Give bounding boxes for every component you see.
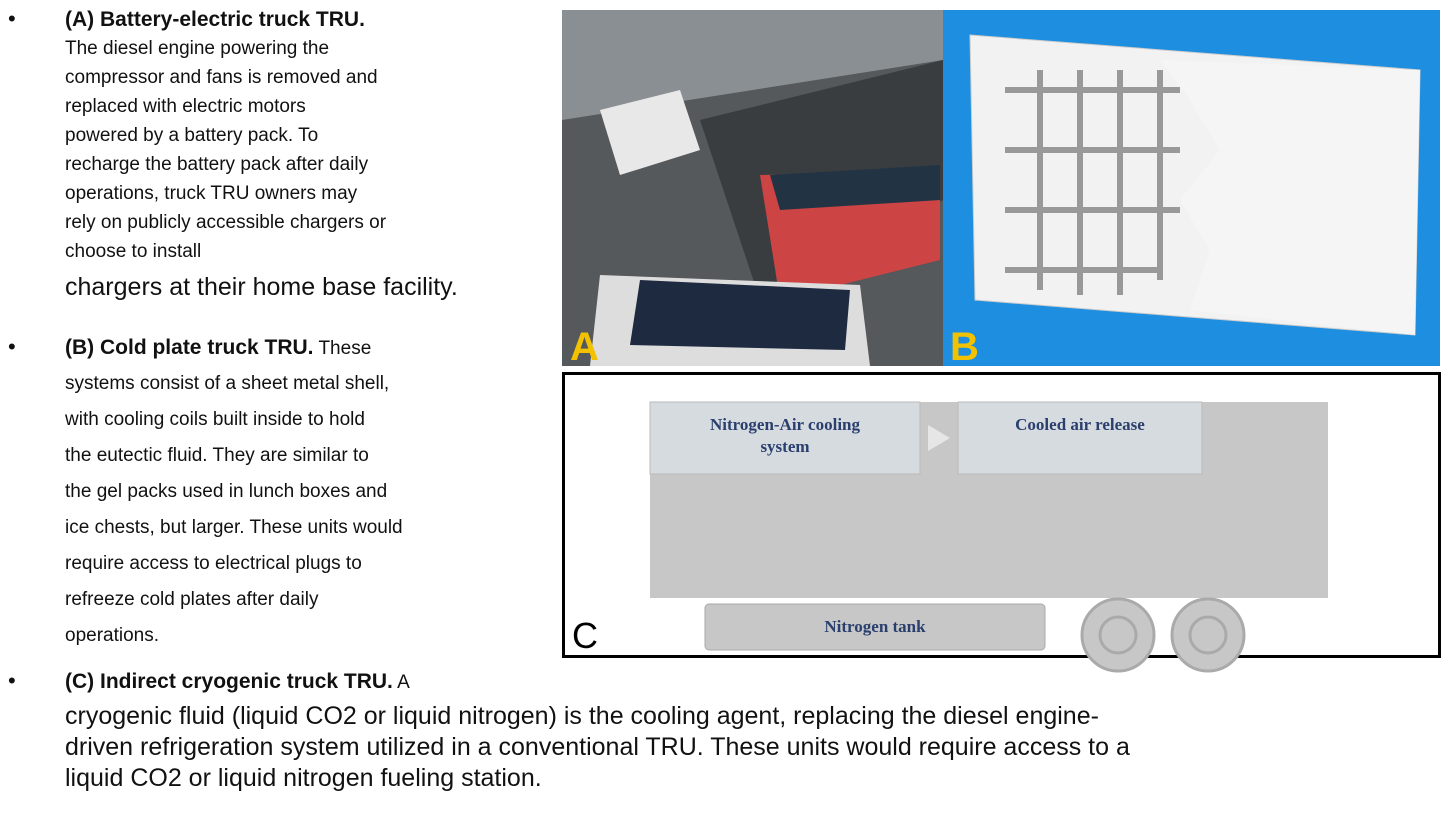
- body-line: ice chests, but larger. These units woul…: [65, 516, 403, 540]
- bullet-title: (B) Cold plate truck TRU.: [65, 336, 314, 359]
- bullet-heading: (A) Battery-electric truck TRU.: [65, 8, 365, 33]
- bullet-lead: These: [318, 338, 371, 359]
- body-line: require access to electrical plugs to: [65, 552, 362, 576]
- body-line: driven refrigeration system utilized in …: [65, 732, 1130, 762]
- body-line: rely on publicly accessible chargers or: [65, 211, 386, 235]
- body-line: compressor and fans is removed and: [65, 66, 378, 90]
- bullet-heading: (B) Cold plate truck TRU. These: [65, 336, 371, 361]
- body-line: operations, truck TRU owners may: [65, 182, 357, 206]
- body-line: recharge the battery pack after daily: [65, 153, 368, 177]
- body-line: liquid CO2 or liquid nitrogen fueling st…: [65, 763, 542, 793]
- body-line: operations.: [65, 624, 159, 648]
- bullet: •: [8, 668, 16, 694]
- cold-plate: [1160, 60, 1420, 335]
- body-line: the gel packs used in lunch boxes and: [65, 480, 387, 504]
- body-line: The diesel engine powering the: [65, 37, 329, 61]
- body-line: with cooling coils built inside to hold: [65, 408, 365, 432]
- body-line: the eutectic fluid. They are similar to: [65, 444, 369, 468]
- bullet: •: [8, 334, 16, 360]
- body-line: refreeze cold plates after daily: [65, 588, 318, 612]
- label-a: A: [570, 325, 599, 369]
- bullet-heading: (C) Indirect cryogenic truck TRU. A: [65, 670, 410, 695]
- label-b: B: [950, 325, 979, 369]
- box-label: Nitrogen tank: [824, 617, 926, 636]
- box: [958, 402, 1202, 474]
- box-label: Cooled air release: [1015, 415, 1145, 434]
- body-line: chargers at their home base facility.: [65, 272, 458, 302]
- bullet-title: (C) Indirect cryogenic truck TRU.: [65, 670, 393, 693]
- bullet-title: (A) Battery-electric truck TRU.: [65, 8, 365, 31]
- body-line: replaced with electric motors: [65, 95, 306, 119]
- body-line: systems consist of a sheet metal shell,: [65, 372, 389, 396]
- page: A B Nitrogen-Air coolingsystem Cooled ai…: [0, 0, 1452, 836]
- label-c: C: [572, 615, 598, 656]
- body-line: choose to install: [65, 240, 201, 264]
- bullet-lead: A: [397, 672, 410, 693]
- body-line: powered by a battery pack. To: [65, 124, 318, 148]
- body-line: cryogenic fluid (liquid CO2 or liquid ni…: [65, 701, 1099, 731]
- solar-panel: [630, 280, 850, 350]
- bullet: •: [8, 6, 16, 32]
